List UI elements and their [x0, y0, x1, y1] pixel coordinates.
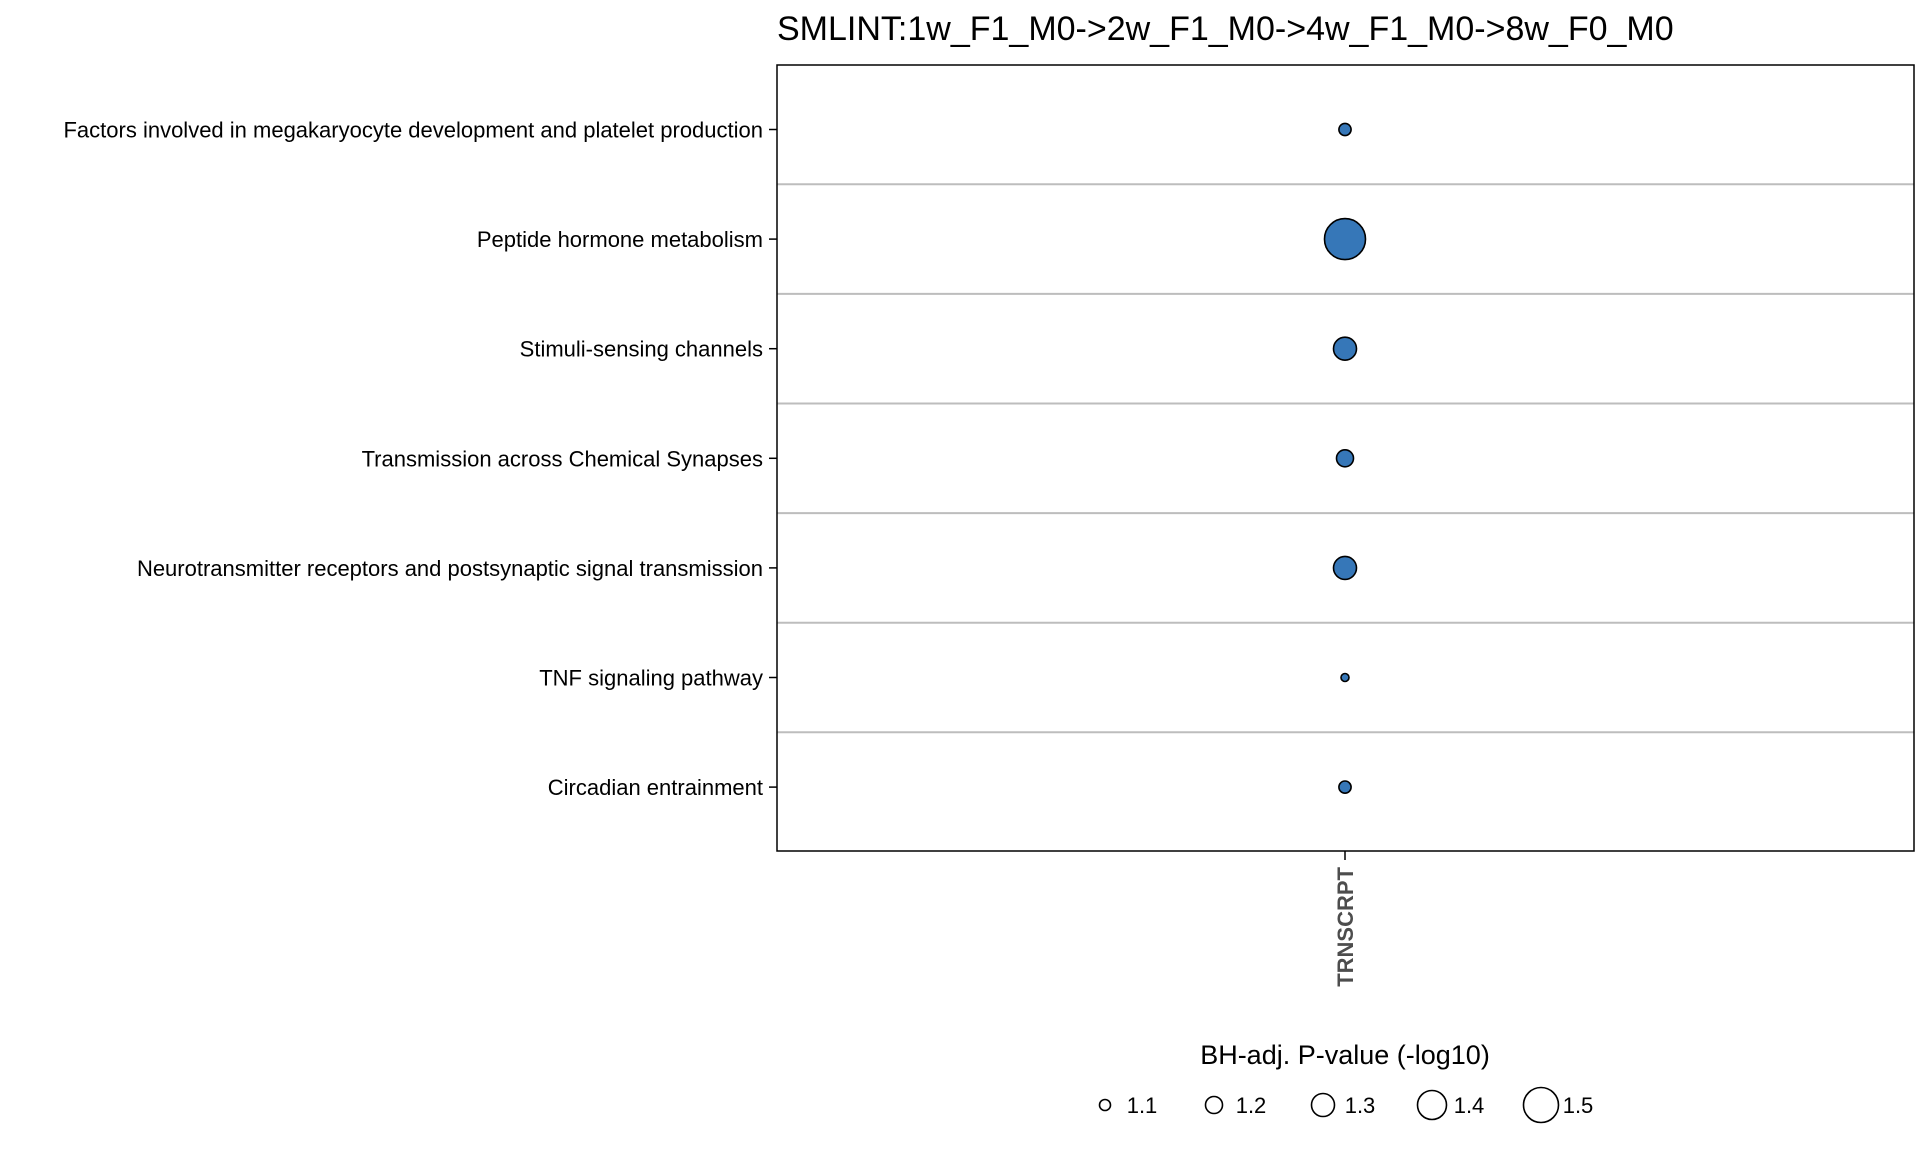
legend-label: 1.2 [1236, 1093, 1267, 1118]
legend-label: 1.1 [1127, 1093, 1158, 1118]
y-tick-label: Transmission across Chemical Synapses [362, 446, 763, 471]
data-point [1335, 448, 1355, 468]
data-point [1332, 336, 1358, 362]
grid-lines [777, 183, 1914, 734]
x-axis: TRNSCRPT [1333, 851, 1358, 987]
legend-key [1310, 1092, 1336, 1118]
legend-key [1204, 1095, 1224, 1115]
chart-title: SMLINT:1w_F1_M0->2w_F1_M0->4w_F1_M0->8w_… [777, 10, 1674, 48]
data-point [1340, 672, 1350, 683]
data-point [1323, 217, 1367, 261]
legend-label: 1.5 [1563, 1093, 1594, 1118]
y-tick-label: Stimuli-sensing channels [520, 337, 763, 362]
data-point [1338, 780, 1352, 794]
legend-key [1098, 1098, 1112, 1112]
legend-key [1522, 1086, 1560, 1124]
x-tick-label: TRNSCRPT [1333, 866, 1358, 986]
legend-items: 1.1 1.2 1.3 1.4 1.5 [1098, 1086, 1594, 1124]
data-point [1338, 122, 1352, 137]
data-point [1332, 555, 1358, 581]
data-points [1323, 122, 1367, 794]
y-tick-label: Peptide hormone metabolism [477, 227, 763, 252]
y-tick-label: TNF signaling pathway [539, 666, 763, 691]
y-tick-label: Neurotransmitter receptors and postsynap… [137, 556, 763, 581]
y-tick-label: Circadian entrainment [548, 775, 763, 800]
legend-key [1416, 1089, 1448, 1121]
size-legend: BH-adj. P-value (-log10) 1.1 1.2 1.3 1.4 1.5 [1098, 1040, 1594, 1124]
y-tick-label: Factors involved in megakaryocyte develo… [63, 118, 763, 143]
y-axis: Factors involved in megakaryocyte develo… [63, 118, 777, 800]
legend-label: 1.3 [1345, 1093, 1376, 1118]
legend-label: 1.4 [1454, 1093, 1485, 1118]
legend-title: BH-adj. P-value (-log10) [1200, 1040, 1490, 1070]
